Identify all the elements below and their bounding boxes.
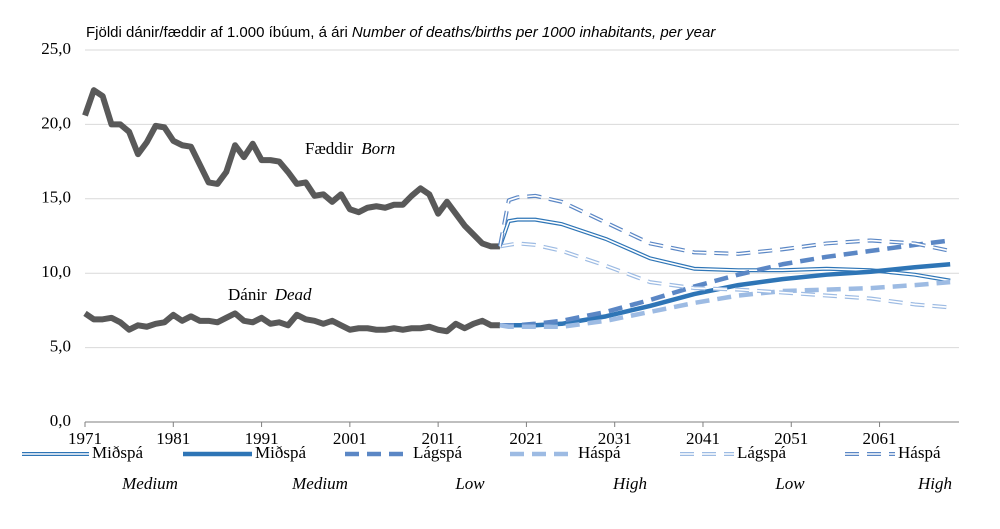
y-tick-label: 15,0 — [41, 188, 71, 207]
chart-subtitle: Number of deaths/births per 1000 inhabit… — [352, 24, 717, 41]
legend-label-en: Medium — [291, 474, 348, 493]
x-tick-label: 2011 — [421, 429, 454, 448]
legend-label-en: Medium — [121, 474, 178, 493]
x-tick-label: 1971 — [68, 429, 102, 448]
series-line-inner — [499, 242, 951, 309]
chart-title: Fjöldi dánir/fæddir af 1.000 íbúum, á ár… — [86, 24, 348, 41]
series-line-inner — [499, 195, 951, 255]
y-tick-label: 25,0 — [41, 39, 71, 58]
series-label-en: Dead — [274, 285, 312, 304]
series-label-en: Born — [361, 139, 395, 158]
series-line — [82, 87, 500, 250]
y-tick-label: 10,0 — [41, 262, 71, 281]
x-tick-label: 2051 — [774, 429, 808, 448]
x-tick-label: 2041 — [686, 429, 720, 448]
legend-label: Háspá — [578, 443, 621, 462]
series-label: Fæddir — [305, 139, 354, 158]
legend-label: Háspá — [898, 443, 941, 462]
x-tick-label: 2001 — [333, 429, 367, 448]
legend-label-en: Low — [774, 474, 805, 493]
x-tick-label: 2031 — [598, 429, 632, 448]
legend-label: Miðspá — [92, 443, 143, 462]
x-tick-label: 2061 — [863, 429, 897, 448]
series-label: Dánir — [228, 285, 267, 304]
legend-label-en: Low — [454, 474, 485, 493]
legend-label: Lágspá — [413, 443, 463, 462]
legend-label: Lágspá — [737, 443, 787, 462]
x-tick-label: 1981 — [156, 429, 190, 448]
legend-label: Miðspá — [255, 443, 306, 462]
series-line — [499, 262, 951, 328]
x-tick-label: 1991 — [245, 429, 279, 448]
series-line — [83, 310, 500, 335]
legend-label-en: High — [612, 474, 647, 493]
legend-label-en: High — [917, 474, 952, 493]
y-tick-label: 20,0 — [41, 113, 71, 132]
y-tick-label: 5,0 — [50, 337, 71, 356]
y-tick-label: 0,0 — [50, 411, 71, 430]
x-tick-label: 2021 — [509, 429, 543, 448]
